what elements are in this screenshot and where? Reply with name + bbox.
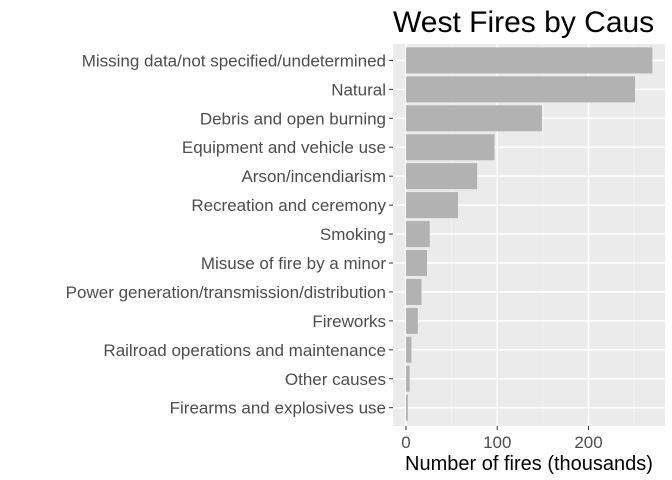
chart-title: West Fires by Caus [393,6,654,39]
bar [406,336,412,363]
category-label: Railroad operations and maintenance [103,341,386,360]
x-tick-label: 0 [401,433,410,452]
category-label: Debris and open burning [200,109,386,128]
bar [406,105,542,132]
category-label: Misuse of fire by a minor [201,254,387,273]
category-label: Natural [331,80,386,99]
category-label: Equipment and vehicle use [182,138,386,157]
x-tick-label: 100 [483,433,511,452]
bar [406,249,427,277]
category-label: Firearms and explosives use [170,399,386,418]
bar [406,192,459,219]
bar [406,307,418,334]
category-label: Other causes [285,370,386,389]
x-axis-title: Number of fires (thousands) [405,453,653,475]
bar [406,47,653,74]
bar [406,163,478,190]
bar [406,134,495,161]
bar [406,221,430,248]
bar [406,278,422,305]
bar [406,394,408,421]
category-label: Missing data/not specified/undetermined [82,51,386,70]
x-tick-label: 200 [574,433,602,452]
bars [406,47,653,421]
category-label: Smoking [320,225,386,244]
category-label: Arson/incendiarism [241,167,386,186]
category-labels: Missing data/not specified/undetermined N… [66,51,393,418]
category-label: Power generation/transmission/distributi… [66,283,386,302]
category-label: Fireworks [312,312,386,331]
x-axis-ticks: 0 100 200 [401,426,603,452]
bar [406,365,410,392]
category-label: Recreation and ceremony [191,196,386,215]
bar [406,76,636,103]
